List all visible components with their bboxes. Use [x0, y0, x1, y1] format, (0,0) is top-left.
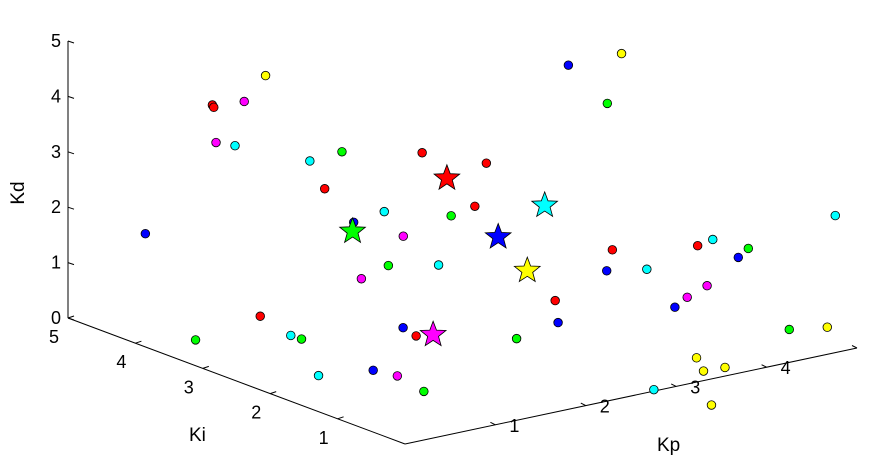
point-marker: [470, 201, 480, 211]
point-marker: [356, 274, 367, 284]
kp-tick-label: 3: [690, 377, 700, 397]
star-marker: [530, 190, 559, 218]
ki-tick-label: 5: [49, 327, 59, 347]
point-marker: [433, 260, 444, 270]
tick-labels: 1234512345012345: [49, 31, 791, 448]
ki-axis-label: Ki: [189, 425, 206, 446]
kd-tick: [67, 151, 75, 155]
axes: [67, 41, 858, 445]
point-marker: [702, 281, 712, 291]
point-marker: [286, 330, 296, 341]
kd-tick: [67, 95, 75, 99]
kp-tick-label: 1: [509, 416, 519, 436]
star-marker: [338, 216, 367, 244]
ki-axis-line: [67, 317, 406, 445]
ki-tick: [270, 391, 277, 395]
kd-tick-label: 0: [51, 308, 61, 328]
ki-tick-label: 3: [184, 377, 194, 397]
kd-tick-label: 4: [51, 86, 61, 106]
point-marker: [692, 240, 703, 251]
point-marker: [784, 324, 794, 335]
point-marker: [379, 206, 389, 217]
point-marker: [319, 184, 330, 194]
star-marker: [513, 255, 542, 283]
point-marker: [313, 370, 324, 381]
point-marker: [230, 141, 240, 151]
point-marker: [337, 147, 347, 157]
kd-tick-label: 2: [51, 197, 61, 217]
data-points: [140, 48, 840, 410]
kd-tick-label: 5: [51, 31, 61, 51]
point-marker: [708, 234, 718, 245]
kp-tick-label: 4: [781, 358, 791, 378]
kd-tick: [67, 40, 75, 44]
ki-tick-label: 1: [319, 428, 329, 448]
point-marker: [398, 231, 408, 241]
point-marker: [830, 210, 840, 221]
star-marker: [484, 222, 513, 249]
kd-tick: [67, 317, 75, 321]
point-marker: [550, 295, 560, 306]
ki-tick-label: 4: [116, 352, 126, 372]
kp-axis-line: [404, 347, 858, 445]
point-marker: [368, 365, 378, 375]
point-marker: [140, 228, 151, 239]
point-marker: [733, 252, 744, 263]
point-marker: [239, 96, 249, 107]
point-marker: [642, 264, 652, 274]
kd-tick: [67, 206, 75, 210]
ki-tick: [67, 315, 75, 319]
point-marker: [553, 317, 563, 328]
point-marker: [255, 311, 265, 321]
kp-tick: [490, 421, 496, 426]
point-marker: [260, 70, 271, 81]
point-marker: [607, 245, 618, 255]
kp-tick: [580, 402, 587, 407]
point-marker: [616, 48, 627, 59]
kp-tick: [761, 364, 767, 368]
ki-tick: [337, 416, 344, 420]
kp-tick-label: 2: [600, 397, 610, 417]
point-marker: [670, 302, 680, 312]
point-marker: [602, 266, 612, 276]
point-marker: [383, 260, 394, 271]
kd-tick-label: 1: [51, 253, 61, 273]
point-marker: [305, 156, 315, 166]
point-marker: [296, 334, 307, 344]
point-marker: [602, 98, 613, 109]
point-marker: [398, 323, 408, 333]
point-marker: [563, 60, 574, 70]
point-marker: [743, 243, 754, 254]
point-marker: [511, 333, 522, 344]
point-marker: [419, 386, 429, 397]
point-marker: [446, 211, 456, 221]
tick-marks: [67, 40, 858, 426]
point-marker: [190, 335, 201, 345]
star-marker: [433, 163, 461, 191]
kd-tick: [67, 262, 75, 266]
point-marker: [706, 400, 717, 410]
point-marker: [649, 384, 659, 395]
point-marker: [682, 292, 692, 302]
point-marker: [822, 322, 832, 332]
point-marker: [211, 137, 221, 148]
point-marker: [209, 102, 219, 113]
kp-axis-label: Kp: [657, 435, 680, 456]
kp-tick: [851, 345, 858, 349]
kd-tick-label: 3: [51, 142, 61, 162]
ki-tick-label: 2: [251, 403, 261, 423]
kd-axis-label: Kd: [8, 181, 29, 204]
kp-tick: [670, 383, 677, 387]
point-marker: [411, 331, 421, 341]
point-marker: [481, 158, 492, 168]
ki-tick: [202, 365, 209, 369]
point-marker: [691, 353, 702, 363]
point-marker: [698, 366, 709, 376]
star-marker: [419, 320, 448, 347]
point-marker: [417, 148, 427, 158]
ki-tick: [135, 340, 142, 344]
point-marker: [392, 371, 403, 381]
point-marker: [720, 362, 730, 373]
